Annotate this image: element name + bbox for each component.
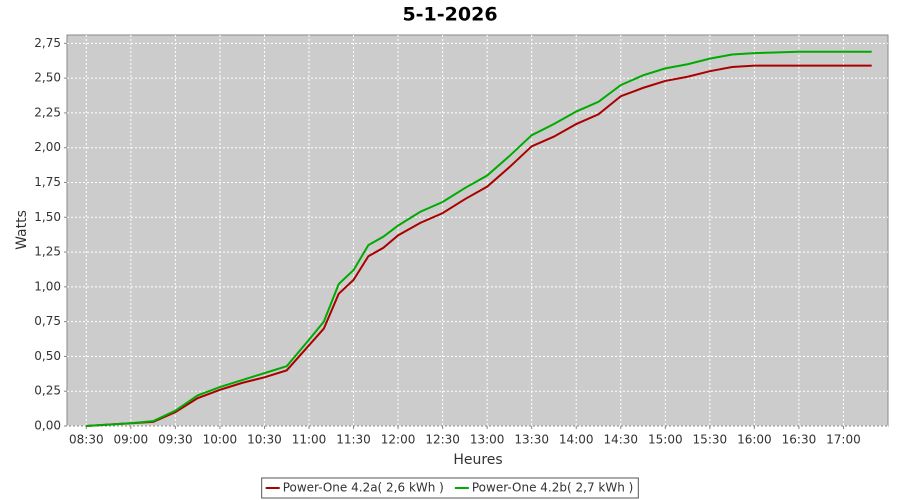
y-tick-label: 2,00 — [34, 140, 61, 154]
y-tick-label: 1,00 — [34, 279, 61, 293]
x-tick-label: 12:30 — [425, 433, 460, 447]
x-tick-label: 15:30 — [693, 433, 728, 447]
legend-label: Power-One 4.2a( 2,6 kWh ) — [283, 481, 444, 495]
series-line — [86, 64, 872, 427]
x-tick-label: 08:30 — [69, 433, 104, 447]
plot-area — [66, 34, 889, 427]
x-tick-label: 16:30 — [782, 433, 817, 447]
x-tick-label: 14:30 — [603, 433, 638, 447]
series-line — [86, 50, 872, 427]
x-tick-label: 15:00 — [648, 433, 683, 447]
x-axis-title: Heures — [453, 452, 502, 468]
x-tick-label: 16:00 — [737, 433, 772, 447]
x-tick-label: 13:00 — [470, 433, 505, 447]
x-tick-label: 09:00 — [114, 433, 149, 447]
y-tick-label: 2,25 — [34, 105, 61, 119]
x-tick-label: 13:30 — [514, 433, 549, 447]
y-tick-label: 1,50 — [34, 210, 61, 224]
y-tick-label: 2,75 — [34, 36, 61, 50]
legend-box — [261, 477, 639, 499]
y-tick-label: 0,50 — [34, 349, 61, 363]
x-tick-label: 12:00 — [381, 433, 416, 447]
y-tick-label: 2,50 — [34, 71, 61, 85]
x-tick-label: 14:00 — [559, 433, 594, 447]
legend: Power-One 4.2a( 2,6 kWh ) Power-One 4.2b(… — [261, 477, 639, 499]
y-tick-label: 1,75 — [34, 175, 61, 189]
x-tick-label: 11:00 — [292, 433, 327, 447]
chart-title: 5-1-2026 — [402, 4, 497, 26]
x-tick-label: 09:30 — [158, 433, 193, 447]
x-tick-label: 17:00 — [826, 433, 861, 447]
y-tick-label: 0,00 — [34, 419, 61, 433]
y-tick-label: 0,75 — [34, 314, 61, 328]
legend-label: Power-One 4.2b( 2,7 kWh ) — [472, 481, 633, 495]
y-tick-label: 0,25 — [34, 384, 61, 398]
x-tick-label: 10:30 — [247, 433, 282, 447]
x-tick-label: 10:00 — [203, 433, 238, 447]
y-axis-title: Watts — [14, 210, 30, 250]
x-tick-label: 11:30 — [336, 433, 371, 447]
y-tick-label: 1,25 — [34, 245, 61, 259]
